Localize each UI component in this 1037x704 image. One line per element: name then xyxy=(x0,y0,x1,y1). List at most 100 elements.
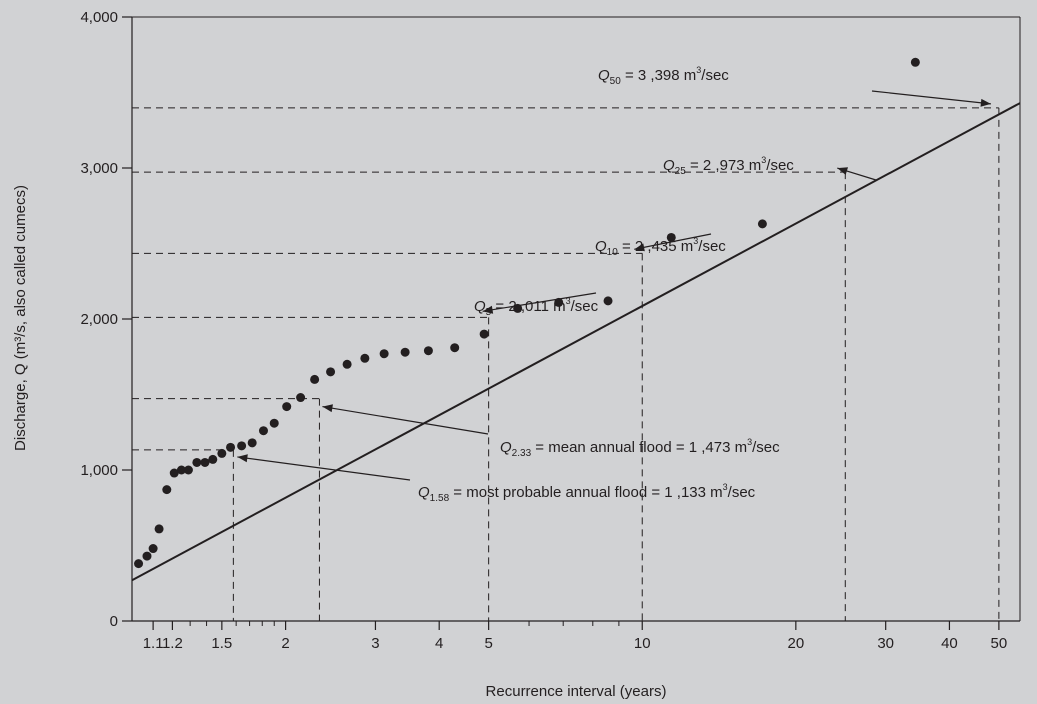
annotation-arrowhead xyxy=(237,454,248,463)
y-tick-label: 4,000 xyxy=(80,9,118,26)
x-tick-label: 5 xyxy=(484,635,492,652)
annotation-pointer xyxy=(237,456,411,481)
data-point xyxy=(208,454,218,464)
annotation-q: Q xyxy=(418,484,430,501)
data-point xyxy=(282,402,292,412)
y-tick-label: 1,000 xyxy=(80,462,118,479)
annotation-q: Q xyxy=(598,67,610,84)
annotation-arrowhead xyxy=(837,167,849,175)
y-tick-label: 0 xyxy=(110,613,118,630)
annotation-superscript: 3 xyxy=(761,155,766,165)
x-tick-label: 40 xyxy=(941,635,958,652)
data-point xyxy=(603,296,613,306)
annotation-subscript: 10 xyxy=(607,247,619,258)
x-tick-label: 10 xyxy=(634,635,651,652)
x-tick-label: 1.1 xyxy=(143,635,164,652)
annotation-value: = 2 ,973 m xyxy=(686,157,761,174)
data-point xyxy=(450,343,460,353)
annotation-label: Q1.58 = most probable annual flood = 1 ,… xyxy=(418,482,756,504)
data-point xyxy=(247,438,257,448)
data-point xyxy=(269,418,279,428)
annotation-value: = 2 ,011 m xyxy=(491,298,565,315)
data-point xyxy=(379,349,389,359)
data-point xyxy=(757,219,767,229)
data-point xyxy=(162,485,172,495)
annotation-unit: /sec xyxy=(571,298,599,315)
x-axis-label: Recurrence interval (years) xyxy=(486,683,667,700)
data-point xyxy=(310,374,320,384)
data-point xyxy=(176,465,186,475)
annotation-arrowhead xyxy=(980,98,991,107)
data-point xyxy=(342,359,352,369)
data-point xyxy=(360,353,370,363)
data-points xyxy=(134,57,920,569)
fit-line xyxy=(131,102,1021,582)
annotation-label: Q2.33 = mean annual flood = 1 ,473 m3/se… xyxy=(500,437,780,459)
data-point xyxy=(666,232,676,242)
annotation-unit: /sec xyxy=(701,67,729,84)
x-tick-label: 50 xyxy=(991,635,1008,652)
annotation-pointer xyxy=(871,90,991,105)
x-tick-label: 20 xyxy=(787,635,804,652)
data-point xyxy=(226,442,236,452)
annotation-superscript: 3 xyxy=(747,437,752,447)
annotation-superscript: 3 xyxy=(723,482,728,492)
data-point xyxy=(296,393,306,403)
annotation-subscript: 1.58 xyxy=(430,493,450,504)
data-point xyxy=(142,551,152,561)
data-point xyxy=(148,544,158,554)
annotation-unit: /sec xyxy=(728,484,756,501)
annotation-value: = most probable annual flood = 1 ,133 m xyxy=(449,484,723,501)
annotation-q: Q xyxy=(474,298,486,315)
annotation-value: = mean annual flood = 1 ,473 m xyxy=(531,439,747,456)
annotation-unit: /sec xyxy=(698,238,726,255)
data-point xyxy=(169,468,179,478)
data-point xyxy=(910,57,920,67)
y-tick-label: 2,000 xyxy=(80,311,118,328)
annotation-superscript: 3 xyxy=(566,296,571,306)
annotation-label: Q10 = 2 ,435 m3/sec xyxy=(595,236,726,258)
annotation-arrowhead xyxy=(634,243,645,252)
annotation-unit: /sec xyxy=(766,157,794,174)
annotation-arrowhead xyxy=(322,404,333,413)
y-tick-label: 3,000 xyxy=(80,160,118,177)
x-tick-label: 4 xyxy=(435,635,443,652)
x-tick-label: 1.5 xyxy=(211,635,232,652)
annotation-arrowhead xyxy=(482,305,494,314)
annotation-subscript: 50 xyxy=(610,76,622,87)
data-point xyxy=(192,457,202,467)
x-tick-label: 1.2 xyxy=(162,635,183,652)
data-point xyxy=(479,329,489,339)
annotation-value: = 3 ,398 m xyxy=(621,67,696,84)
data-point xyxy=(217,448,227,458)
annotation-value: = 2 ,435 m xyxy=(618,238,693,255)
annotation-q: Q xyxy=(663,157,675,174)
annotation-label: Q50 = 3 ,398 m3/sec xyxy=(598,65,729,87)
axis-titles: Recurrence interval (years) Discharge, Q… xyxy=(12,185,666,700)
annotation-q: Q xyxy=(595,238,607,255)
annotation-pointer xyxy=(634,233,712,250)
annotation-unit: /sec xyxy=(752,439,780,456)
data-point xyxy=(200,457,210,467)
reference-lines xyxy=(132,107,1000,621)
annotation-pointer xyxy=(322,405,489,435)
data-point xyxy=(326,367,336,377)
data-point xyxy=(183,465,193,475)
annotation-subscript: 2.33 xyxy=(512,448,532,459)
data-point xyxy=(400,347,410,357)
annotation-pointer xyxy=(482,292,597,312)
data-point xyxy=(134,559,144,569)
annotation-q: Q xyxy=(500,439,512,456)
data-point xyxy=(237,441,247,451)
annotation-superscript: 3 xyxy=(696,65,701,75)
trend-line xyxy=(131,102,1021,582)
data-point xyxy=(554,297,564,307)
y-axis-label: Discharge, Q (m³/s, also called cumecs) xyxy=(12,185,29,451)
x-tick-label: 30 xyxy=(877,635,894,652)
annotation-label: Q5 = 2 ,011 m3/sec xyxy=(474,296,599,318)
data-point xyxy=(258,426,268,436)
x-tick-label: 3 xyxy=(371,635,379,652)
annotation-subscript: 25 xyxy=(675,166,687,177)
